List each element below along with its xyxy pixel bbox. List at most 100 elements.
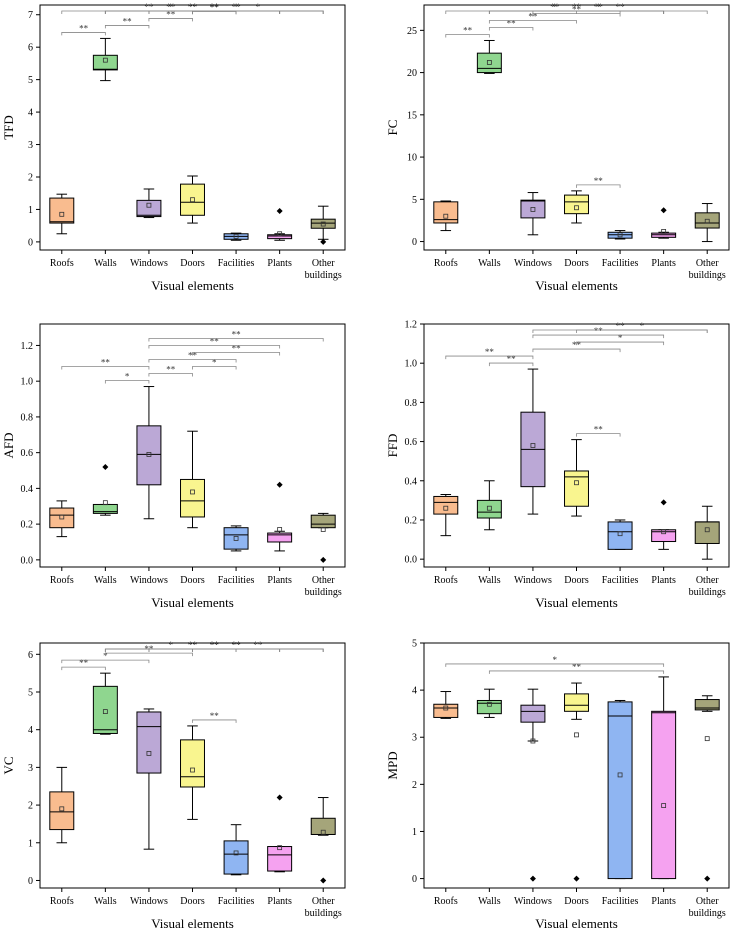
box-iqr — [476, 499, 502, 519]
significance-bracket: ** — [445, 25, 490, 38]
mean-marker — [320, 221, 326, 227]
significance-label: ** — [232, 640, 242, 650]
y-tick-label: 1 — [28, 838, 33, 849]
mean-marker — [530, 443, 536, 448]
significance-label: ** — [210, 711, 220, 721]
significance-label: * — [596, 2, 601, 12]
significance-label: ** — [210, 2, 220, 12]
bracket-line — [61, 659, 150, 664]
box-iqr — [136, 711, 162, 774]
significance-label: ** — [79, 658, 89, 668]
box-iqr — [49, 507, 75, 529]
box-facilities — [607, 699, 633, 880]
significance-label: * — [640, 321, 645, 331]
box-roofs — [49, 500, 75, 538]
outlier-point — [276, 208, 283, 215]
box-walls — [476, 688, 502, 718]
x-tick-label: Facilities — [602, 258, 639, 269]
box-iqr — [564, 470, 589, 507]
mean-marker — [146, 452, 152, 457]
y-tick-label: 1.2 — [21, 341, 34, 352]
y-tick-label: 1.0 — [21, 377, 34, 388]
y-tick-label: 0.6 — [21, 448, 34, 459]
x-tick-label: Walls — [478, 575, 501, 586]
x-tick-label: buildings — [689, 587, 726, 598]
bracket-line — [148, 345, 281, 349]
box-iqr — [180, 183, 205, 216]
y-tick-label: 2 — [28, 172, 33, 183]
box-windows — [520, 192, 546, 236]
box-doors — [180, 175, 205, 224]
y-tick-label: 0 — [412, 237, 417, 248]
y-tick-label: 3 — [412, 733, 417, 744]
significance-label: ** — [123, 16, 133, 26]
mean-marker — [574, 480, 579, 486]
box-doors — [564, 190, 589, 224]
significance-bracket: ** — [576, 176, 621, 188]
x-tick-label: Other — [696, 896, 719, 907]
bracket-line — [532, 348, 621, 353]
bracket-line — [104, 380, 150, 384]
mean-marker — [617, 232, 623, 238]
significance-label: ** — [166, 2, 176, 12]
significance-bracket: ** — [532, 326, 665, 339]
x-tick-label: Other — [312, 575, 335, 586]
x-tick-label: Other — [696, 575, 719, 586]
box-iqr — [223, 527, 249, 550]
y-tick-label: 0.2 — [405, 515, 418, 526]
box-walls — [476, 39, 502, 74]
box-roofs — [433, 691, 459, 719]
significance-label: ** — [210, 2, 220, 12]
significance-label: ** — [594, 326, 604, 336]
mean-marker — [443, 213, 449, 219]
x-tick-label: Roofs — [50, 575, 74, 586]
y-tick-label: 1 — [28, 205, 33, 216]
bracket-line — [488, 10, 708, 14]
box-other-buildings — [310, 512, 336, 563]
bracket-line — [192, 719, 237, 723]
box-iqr — [310, 817, 336, 835]
box-facilities — [223, 824, 249, 876]
x-tick-label: buildings — [689, 270, 726, 281]
bracket-line — [148, 18, 193, 22]
outlier-point — [573, 875, 580, 882]
significance-label: ** — [79, 23, 89, 33]
significance-bracket: * — [445, 655, 665, 667]
chart-panel-ffd: 0.0 0.2 0.4 0.6 0.8 1.0 1.2 FFD Roofs Walls Window… — [385, 320, 730, 610]
bracket-line — [576, 433, 621, 437]
box-windows — [520, 688, 546, 882]
x-tick-label: Roofs — [434, 258, 458, 269]
box-roofs — [433, 493, 459, 537]
significance-label: ** — [144, 2, 154, 12]
y-tick-label: 1.0 — [405, 359, 418, 370]
x-tick-label: buildings — [305, 270, 342, 281]
box-windows — [136, 386, 162, 520]
outlier-point — [276, 481, 283, 488]
significance-label: ** — [594, 2, 604, 12]
x-tick-label: Roofs — [50, 896, 74, 907]
x-tick-label: Plants — [267, 896, 292, 907]
x-axis-label: Visual elements — [535, 278, 618, 293]
mean-marker — [617, 772, 623, 778]
x-tick-label: Doors — [564, 575, 589, 586]
chart-panel-vc: 0 1 2 3 4 5 6 VC Roofs Walls Windows Doors Facilitie… — [1, 640, 346, 931]
y-tick-label: 1.2 — [405, 320, 418, 331]
bracket-line — [488, 27, 534, 31]
x-tick-label: Facilities — [218, 575, 255, 586]
mean-marker — [486, 505, 492, 511]
significance-label: ** — [166, 365, 176, 375]
mean-marker — [704, 527, 710, 533]
bracket-line — [148, 338, 324, 342]
box-iqr — [520, 199, 546, 219]
x-tick-label: Doors — [180, 575, 205, 586]
x-tick-label: Facilities — [218, 258, 255, 269]
significance-label: ** — [210, 2, 220, 12]
box-iqr — [651, 710, 677, 880]
y-tick-label: 1 — [412, 827, 417, 838]
significance-label: ** — [232, 344, 242, 354]
significance-bracket: * — [192, 358, 237, 370]
box-iqr — [564, 194, 589, 215]
box-plants — [651, 499, 677, 550]
x-tick-label: Walls — [478, 896, 501, 907]
x-tick-label: Windows — [514, 575, 552, 586]
